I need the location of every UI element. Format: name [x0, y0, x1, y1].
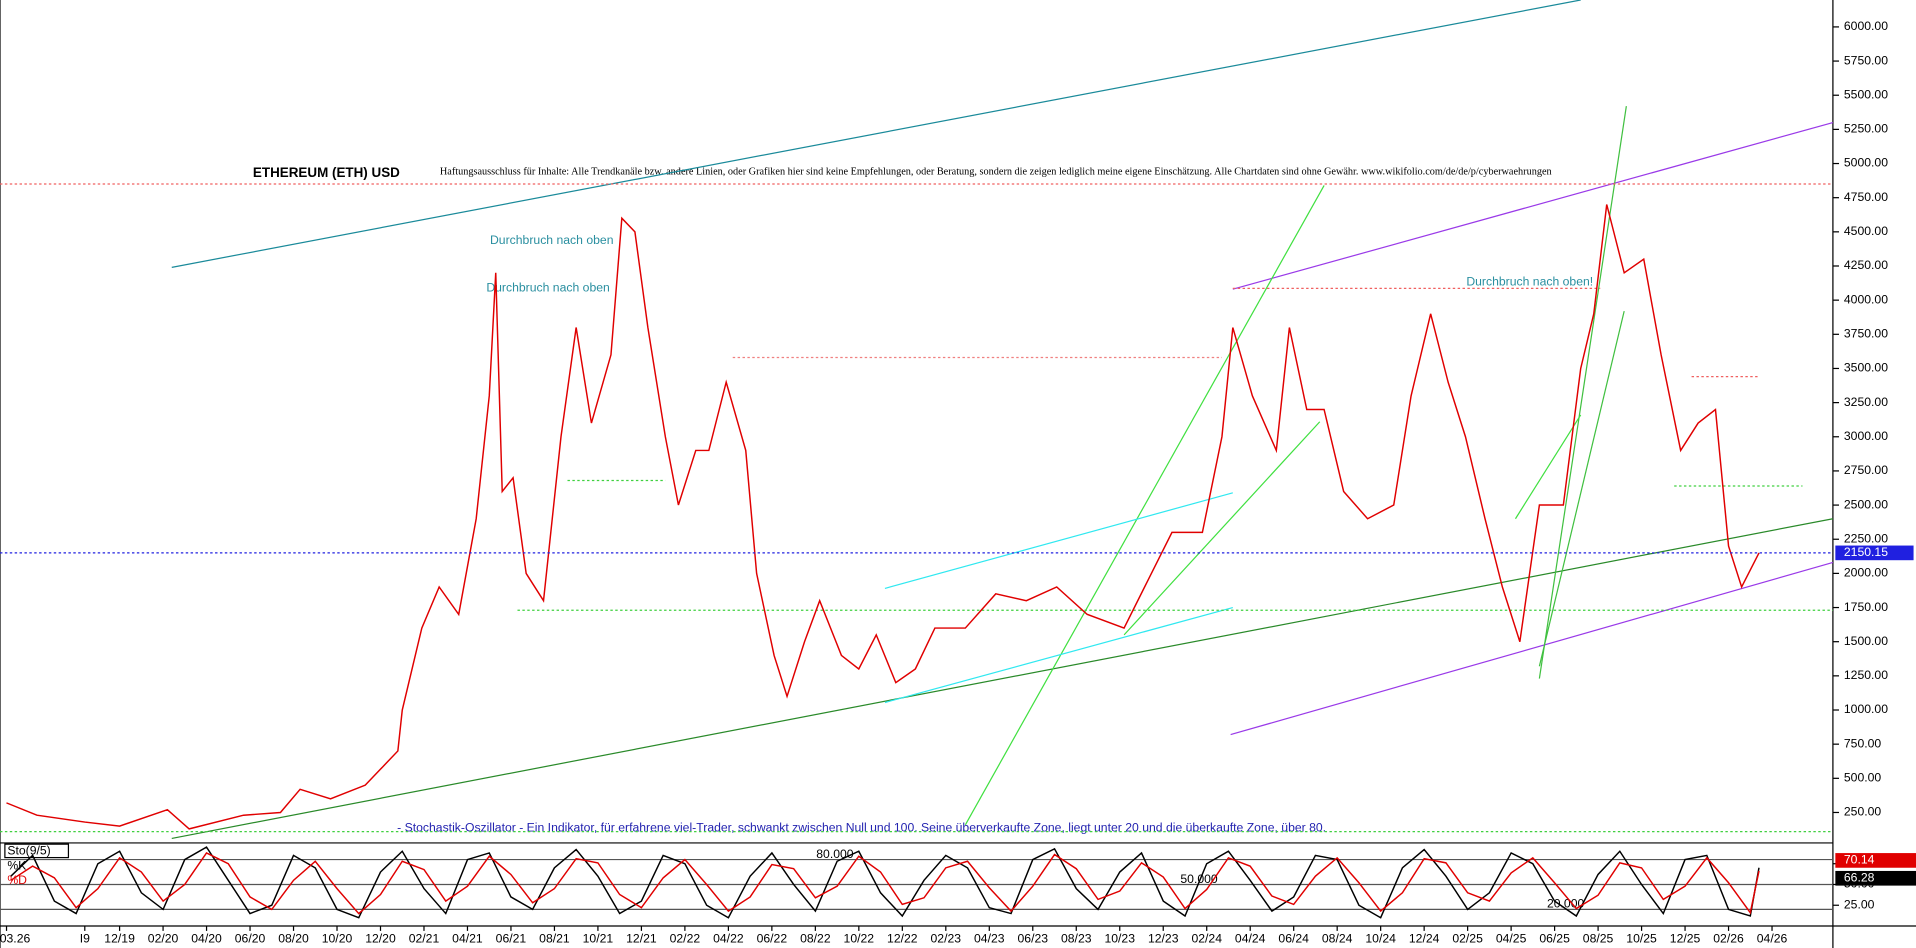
- trend-line: [1232, 121, 1834, 290]
- y-tick-label: 2250.00: [1844, 531, 1888, 545]
- x-tick-label: 04/26: [1757, 932, 1788, 946]
- trend-line: [1514, 414, 1582, 520]
- x-tick-label: 02/25: [1452, 932, 1483, 946]
- x-tick-label: 10/23: [1104, 932, 1135, 946]
- x-tick-label: 04/24: [1235, 932, 1266, 946]
- x-tick-label: 12/22: [887, 932, 918, 946]
- trend-line: [171, 0, 1581, 268]
- trend-line: [1123, 421, 1321, 636]
- legend-k: %K: [7, 858, 26, 872]
- last-price-box: [1835, 545, 1914, 561]
- last-value-label: 66.28: [1844, 870, 1875, 884]
- x-tick-label: 12/23: [1148, 932, 1179, 946]
- annotation: Durchbruch nach oben: [490, 233, 613, 247]
- x-tick-label: 08/25: [1583, 932, 1614, 946]
- y-tick-label: 3500.00: [1844, 361, 1888, 375]
- x-tick-label: 04/20: [191, 932, 222, 946]
- x-tick-label: 02/22: [670, 932, 701, 946]
- x-tick-label: 02/23: [931, 932, 962, 946]
- x-tick-label: 04/21: [452, 932, 483, 946]
- x-tick-label: 08/22: [800, 932, 831, 946]
- disclaimer: Haftungsausschluss für Inhalte: Alle Tre…: [440, 167, 1552, 178]
- trend-line: [1538, 106, 1627, 679]
- x-tick-label: 02/20: [148, 932, 179, 946]
- trend-line: [964, 185, 1325, 826]
- x-tick-label: 12/24: [1409, 932, 1440, 946]
- y-tick-label: 2000.00: [1844, 566, 1888, 580]
- y-tick-label: 1250.00: [1844, 668, 1888, 682]
- y-tick-label: 25.00: [1844, 897, 1875, 911]
- x-tick-label: 06/21: [496, 932, 527, 946]
- x-tick-label: 10/25: [1626, 932, 1657, 946]
- y-tick-label: 1750.00: [1844, 600, 1888, 614]
- y-tick-label: 250.00: [1844, 805, 1882, 819]
- x-tick-label: 10/24: [1365, 932, 1396, 946]
- y-tick-label: 4750.00: [1844, 190, 1888, 204]
- x-tick-label: 08/24: [1322, 932, 1353, 946]
- trend-line: [884, 492, 1233, 590]
- x-tick-label: 04/25: [1496, 932, 1527, 946]
- x-tick-label: 10/21: [583, 932, 614, 946]
- y-tick-label: 1500.00: [1844, 634, 1888, 648]
- indicator-title: Sto(9/5): [7, 844, 50, 858]
- stochastic-line: [10, 846, 1760, 919]
- x-tick-label: 12/19: [104, 932, 135, 946]
- last-value-label: 70.14: [1844, 853, 1875, 867]
- y-tick-label: 5750.00: [1844, 53, 1888, 67]
- x-tick-label: 08/21: [539, 932, 570, 946]
- x-tick-label: 06/20: [235, 932, 266, 946]
- y-tick-label: 3750.00: [1844, 327, 1888, 341]
- ref-label: 50.000: [1180, 872, 1218, 886]
- x-tick-label: 06/22: [757, 932, 788, 946]
- y-tick-label: 4250.00: [1844, 258, 1888, 272]
- x-tick-label: 12/21: [626, 932, 657, 946]
- x-tick-label: 12/20: [365, 932, 396, 946]
- y-tick-label: 1000.00: [1844, 702, 1888, 716]
- x-tick-label: 08/20: [278, 932, 309, 946]
- x-tick-label: 06/24: [1278, 932, 1309, 946]
- last-value-box: [1835, 853, 1916, 868]
- y-tick-label: 6000.00: [1844, 19, 1888, 33]
- chart-title: ETHEREUM (ETH) USD: [253, 165, 400, 180]
- x-tick-label: 10/22: [844, 932, 875, 946]
- y-tick-label: 500.00: [1844, 771, 1882, 785]
- indicator-note: - Stochastik-Oszillator - Ein Indikator,…: [397, 820, 1326, 834]
- trend-line: [1538, 310, 1625, 667]
- y-tick-label: 750.00: [1844, 736, 1882, 750]
- x-tick-label: 08/23: [1061, 932, 1092, 946]
- y-tick-label: 5250.00: [1844, 122, 1888, 136]
- x-tick-label: 02/26: [1713, 932, 1744, 946]
- y-tick-label: 5500.00: [1844, 87, 1888, 101]
- trend-line: [1230, 561, 1834, 736]
- y-tick-label: 3250.00: [1844, 395, 1888, 409]
- x-tick-label: 02/21: [409, 932, 440, 946]
- x-tick-label: I9: [80, 932, 90, 946]
- x-tick-label: 02/24: [1191, 932, 1222, 946]
- legend-d: %D: [7, 873, 27, 887]
- last-price-label: 2150.15: [1844, 545, 1888, 559]
- stochastic-line: [10, 852, 1760, 915]
- annotation: Durchbruch nach oben: [486, 281, 609, 295]
- x-tick-label: 20.03.26: [0, 932, 30, 946]
- price-line: [6, 204, 1760, 830]
- x-tick-label: 04/22: [713, 932, 744, 946]
- x-tick-label: 06/25: [1539, 932, 1570, 946]
- y-tick-label: 4000.00: [1844, 292, 1888, 306]
- x-tick-label: 04/23: [974, 932, 1005, 946]
- trend-line: [884, 606, 1233, 704]
- y-tick-label: 4500.00: [1844, 224, 1888, 238]
- x-tick-label: 10/20: [322, 932, 353, 946]
- last-value-box: [1835, 870, 1916, 886]
- y-tick-label: 5000.00: [1844, 156, 1888, 170]
- x-tick-label: 06/23: [1018, 932, 1049, 946]
- annotation: Durchbruch nach oben!: [1466, 274, 1593, 288]
- y-tick-label: 2500.00: [1844, 497, 1888, 511]
- indicator-box: [4, 843, 70, 859]
- y-tick-label: 2750.00: [1844, 463, 1888, 477]
- ref-label: 80.000: [816, 847, 854, 861]
- x-tick-label: 12/25: [1670, 932, 1701, 946]
- y-tick-label: 3000.00: [1844, 429, 1888, 443]
